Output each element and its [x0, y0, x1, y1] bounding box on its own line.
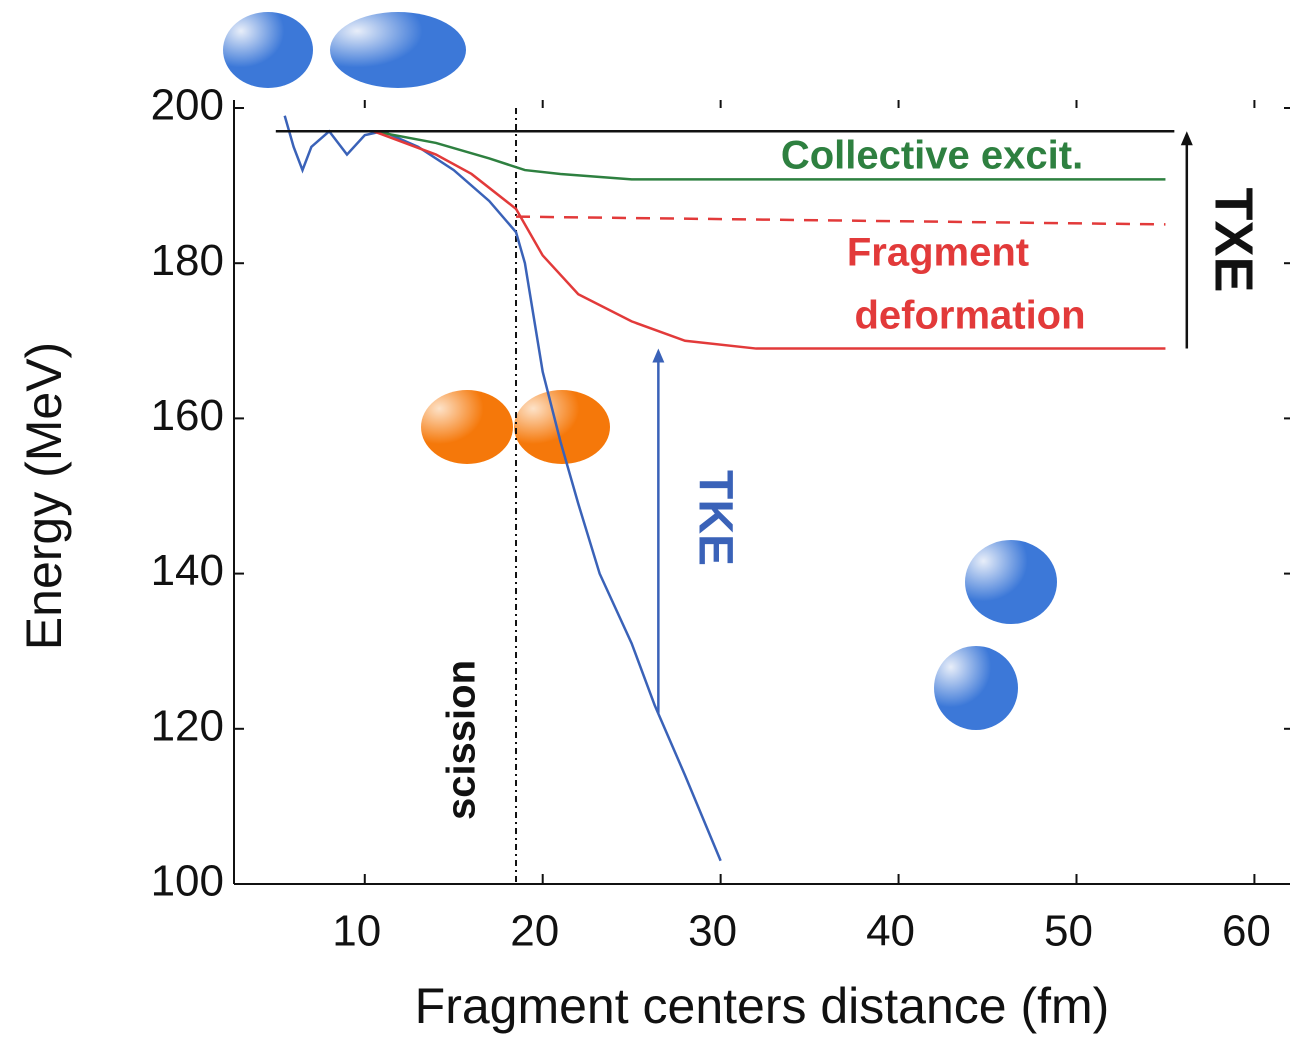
y-axis-label: Energy (MeV): [16, 342, 72, 650]
x-tick-label: 20: [510, 907, 559, 956]
y-tick-label: 180: [151, 236, 224, 285]
annotation: TXE: [1204, 187, 1264, 292]
x-tick-label: 30: [688, 907, 737, 956]
y-tick-label: 140: [151, 546, 224, 595]
annotation: deformation: [854, 294, 1085, 338]
x-tick-label: 60: [1222, 907, 1271, 956]
annotation: TKE: [688, 470, 741, 566]
series-line: [373, 130, 1166, 181]
annotation: scission: [440, 660, 484, 820]
y-tick-label: 100: [151, 857, 224, 906]
nucleus-illustrations: [223, 12, 1057, 730]
y-tick-label: 120: [151, 701, 224, 750]
series-line: [516, 215, 1166, 226]
x-tick-label: 40: [866, 907, 915, 956]
series-line: [283, 115, 722, 862]
x-tick-label: 50: [1044, 907, 1093, 956]
x-axis-label: Fragment centers distance (fm): [415, 978, 1110, 1034]
annotation: Fragment: [847, 231, 1029, 275]
x-tick-label: 10: [332, 907, 381, 956]
annotation: Collective excit.: [781, 134, 1083, 178]
series-line: [373, 130, 1166, 350]
y-tick-label: 160: [151, 391, 224, 440]
arrow-head: [1180, 131, 1193, 146]
arrow-head: [652, 348, 665, 363]
y-tick-label: 200: [151, 81, 224, 130]
